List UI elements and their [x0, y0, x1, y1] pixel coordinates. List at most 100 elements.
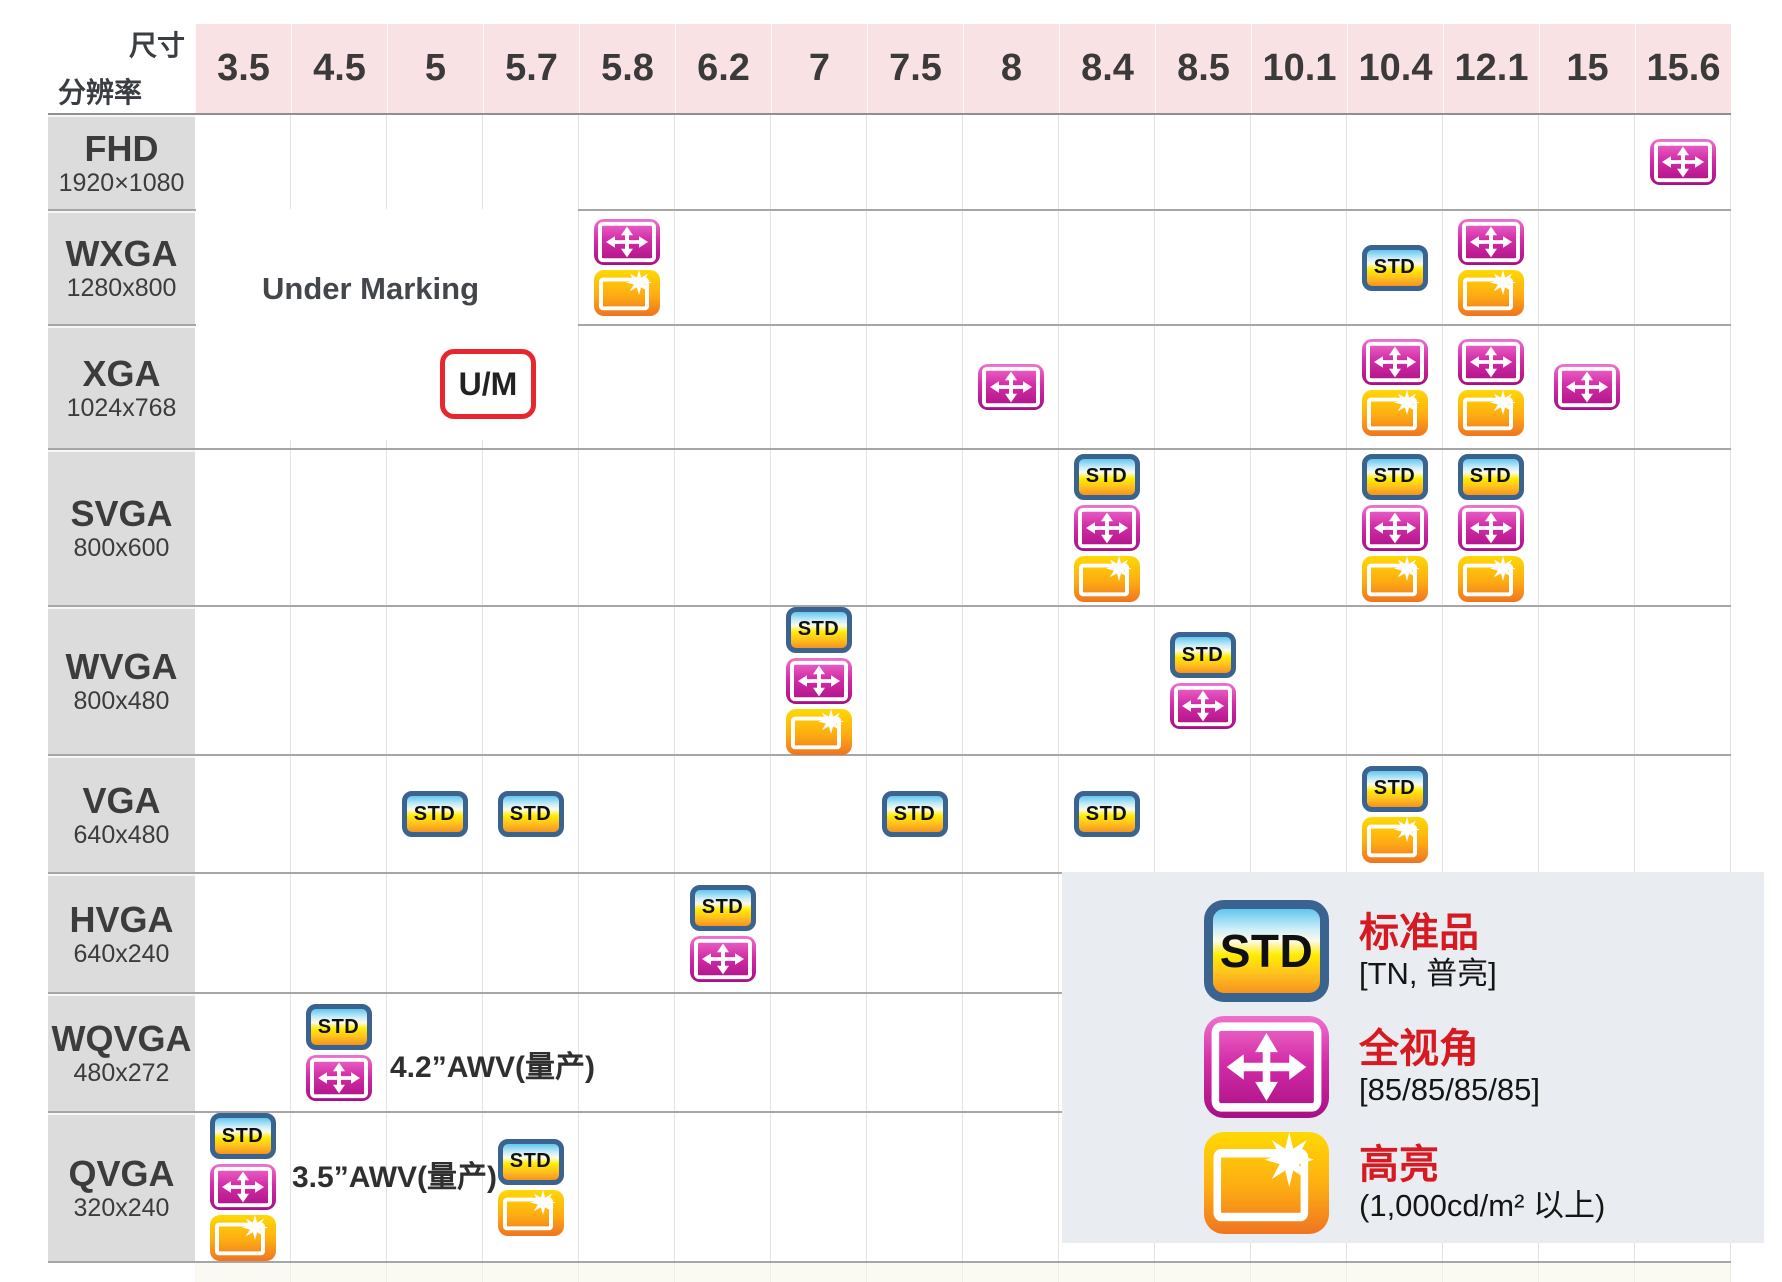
legend-item-bright: 高亮 (1,000cd/m² 以上) [1204, 1132, 1764, 1234]
resolution-pixels: 800x600 [73, 534, 170, 562]
cell-SVGA-7.5 [867, 450, 963, 605]
legend-text-bright: 高亮 (1,000cd/m² 以上) [1359, 1144, 1605, 1223]
cell-FHD-3.5 [195, 115, 291, 209]
cell-WXGA-7 [771, 211, 867, 324]
cell-VGA-6.2 [675, 756, 771, 872]
cell-FHD-12.1 [1443, 115, 1539, 209]
size-header-12.1: 12.1 [1443, 24, 1539, 113]
std-badge-icon: STD [1361, 244, 1428, 291]
cell-WVGA-12.1 [1443, 607, 1539, 754]
cell-SVGA-4.5 [291, 450, 387, 605]
cell-WVGA-15 [1539, 607, 1635, 754]
high-bright-icon [1457, 555, 1524, 602]
empty-cell-10.4 [1347, 1263, 1443, 1282]
size-header-15: 15 [1539, 24, 1635, 113]
std-badge-icon: STD [1073, 791, 1140, 837]
std-badge-icon: STD [785, 606, 852, 653]
row-WXGA: WXGA 1280x800 STD [48, 211, 1731, 326]
empty-cell-3.5 [195, 1263, 291, 1282]
cell-XGA-5.7 [483, 326, 579, 448]
cell-QVGA-7.5 [867, 1113, 963, 1261]
size-header-7: 7 [771, 24, 867, 113]
wide-view-icon [1073, 504, 1140, 551]
row-XGA: XGA 1024x768 [48, 326, 1731, 450]
cell-WQVGA-5 [387, 994, 483, 1111]
empty-cell-5.8 [579, 1263, 675, 1282]
row-label-QVGA: QVGA 320x240 [48, 1113, 195, 1261]
wqvga-awv-note: 4.2”AWV(量产) [390, 1051, 596, 1084]
size-header-5.8: 5.8 [579, 24, 675, 113]
wide-view-icon [209, 1164, 276, 1210]
resolution-pixels: 640x480 [73, 820, 170, 849]
cell-WXGA-6.2 [675, 211, 771, 324]
cell-XGA-6.2 [675, 326, 771, 448]
cell-WVGA-8.5: STD [1155, 607, 1251, 754]
size-header-5: 5 [387, 24, 483, 113]
row-SVGA: SVGA 800x600 STD STD STD [48, 450, 1731, 607]
empty-bottom-row [48, 1263, 1731, 1282]
cell-WVGA-6.2 [675, 607, 771, 754]
row-WQVGA: WQVGA 480x272 STD [48, 994, 1731, 1113]
cell-FHD-8 [963, 115, 1059, 209]
cell-FHD-15.6 [1635, 115, 1731, 209]
wide-view-icon [1457, 219, 1524, 265]
wide-view-icon [1361, 338, 1428, 385]
cell-HVGA-7 [771, 874, 867, 992]
legend-subtitle: [TN, 普亮] [1359, 955, 1497, 991]
wide-view-icon [689, 935, 756, 982]
cell-VGA-15 [1539, 756, 1635, 872]
row-FHD: FHD 1920×1080 [48, 115, 1731, 211]
wide-view-icon [1204, 1016, 1329, 1118]
cell-HVGA-3.5 [195, 874, 291, 992]
cell-VGA-7 [771, 756, 867, 872]
cell-VGA-10.4: STD [1347, 756, 1443, 872]
cell-HVGA-5.7 [483, 874, 579, 992]
cell-FHD-15 [1539, 115, 1635, 209]
cell-FHD-5 [387, 115, 483, 209]
std-badge-icon: STD [1204, 900, 1329, 1002]
empty-cell-5.7 [483, 1263, 579, 1282]
cell-SVGA-7 [771, 450, 867, 605]
high-bright-icon [785, 708, 852, 755]
cell-HVGA-7.5 [867, 874, 963, 992]
cell-XGA-7 [771, 326, 867, 448]
high-bright-icon [1361, 555, 1428, 602]
empty-cell-15.6 [1635, 1263, 1731, 1282]
cell-FHD-10.4 [1347, 115, 1443, 209]
cell-VGA-5: STD [387, 756, 483, 872]
cell-HVGA-6.2: STD [675, 874, 771, 992]
size-header-3.5: 3.5 [195, 24, 291, 113]
legend-text-std: 标准品 [TN, 普亮] [1359, 912, 1497, 991]
cell-WQVGA-7.5 [867, 994, 963, 1111]
cell-WXGA-12.1 [1443, 211, 1539, 324]
row-VGA: VGA 640x480 STD STD STD STD STD [48, 756, 1731, 874]
cell-FHD-8.5 [1155, 115, 1251, 209]
cell-WQVGA-8 [963, 994, 1059, 1111]
cell-XGA-12.1 [1443, 326, 1539, 448]
cell-XGA-10.1 [1251, 326, 1347, 448]
cell-WVGA-4.5 [291, 607, 387, 754]
cell-VGA-3.5 [195, 756, 291, 872]
resolution-pixels: 800x480 [73, 687, 170, 715]
resolution-pixels: 1280x800 [66, 274, 177, 302]
um-badge-label: U/M [458, 365, 518, 402]
empty-cell-7 [771, 1263, 867, 1282]
std-badge-icon: STD [1457, 453, 1524, 500]
cell-WQVGA-3.5 [195, 994, 291, 1111]
size-header-6.2: 6.2 [675, 24, 771, 113]
cell-HVGA-5.8 [579, 874, 675, 992]
row-label-VGA: VGA 640x480 [48, 756, 195, 872]
row-WVGA: WVGA 800x480 STD STD [48, 606, 1731, 756]
size-header-10.1: 10.1 [1251, 24, 1347, 113]
legend-text-awv: 全视角 [85/85/85/85] [1359, 1028, 1540, 1107]
cell-WQVGA-6.2 [675, 994, 771, 1111]
cell-VGA-8.5 [1155, 756, 1251, 872]
cell-WVGA-10.1 [1251, 607, 1347, 754]
empty-cell-15 [1539, 1263, 1635, 1282]
cell-VGA-8 [963, 756, 1059, 872]
legend-item-std: STD 标准品 [TN, 普亮] [1204, 900, 1764, 1002]
resolution-name: VGA [82, 779, 161, 821]
cell-SVGA-15 [1539, 450, 1635, 605]
cell-SVGA-10.4: STD [1347, 450, 1443, 605]
